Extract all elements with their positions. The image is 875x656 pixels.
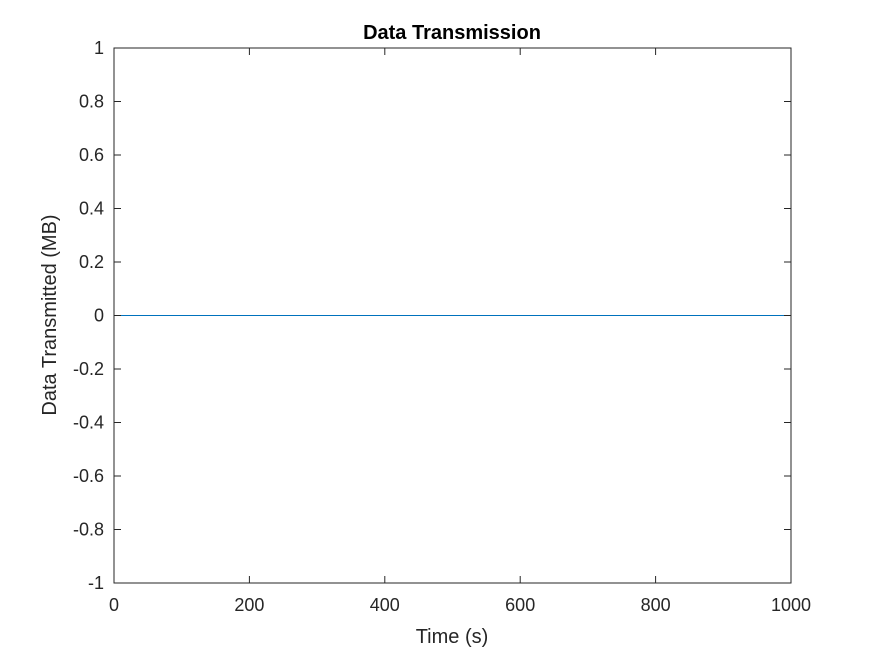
y-axis-label: Data Transmitted (MB) (39, 214, 61, 415)
x-tick-label: 200 (234, 595, 264, 615)
x-tick-label: 600 (505, 595, 535, 615)
y-tick-label: 0.4 (79, 199, 104, 219)
x-tick-label: 0 (109, 595, 119, 615)
y-tick-label: -0.2 (73, 359, 104, 379)
x-tick-labels: 0 200 400 600 800 1000 (109, 595, 811, 615)
y-tick-label: -0.6 (73, 466, 104, 486)
x-axis-label: Time (s) (416, 626, 489, 648)
x-tick-label: 800 (641, 595, 671, 615)
chart-title: Data Transmission (363, 22, 541, 44)
y-tick-label: 0 (94, 306, 104, 326)
y-tick-label: 0.2 (79, 252, 104, 272)
y-tick-label: 0.6 (79, 145, 104, 165)
y-tick-label: 1 (94, 38, 104, 58)
y-tick-label: -1 (88, 573, 104, 593)
x-tick-label: 400 (370, 595, 400, 615)
y-tick-label: -0.8 (73, 520, 104, 540)
x-tick-label: 1000 (771, 595, 811, 615)
axes-box (113, 47, 792, 584)
y-tick-label: -0.4 (73, 413, 104, 433)
y-tick-labels: -1 -0.8 -0.6 -0.4 -0.2 0 0.2 0.4 0.6 0.8 1 (73, 38, 104, 593)
y-tick-label: 0.8 (79, 92, 104, 112)
